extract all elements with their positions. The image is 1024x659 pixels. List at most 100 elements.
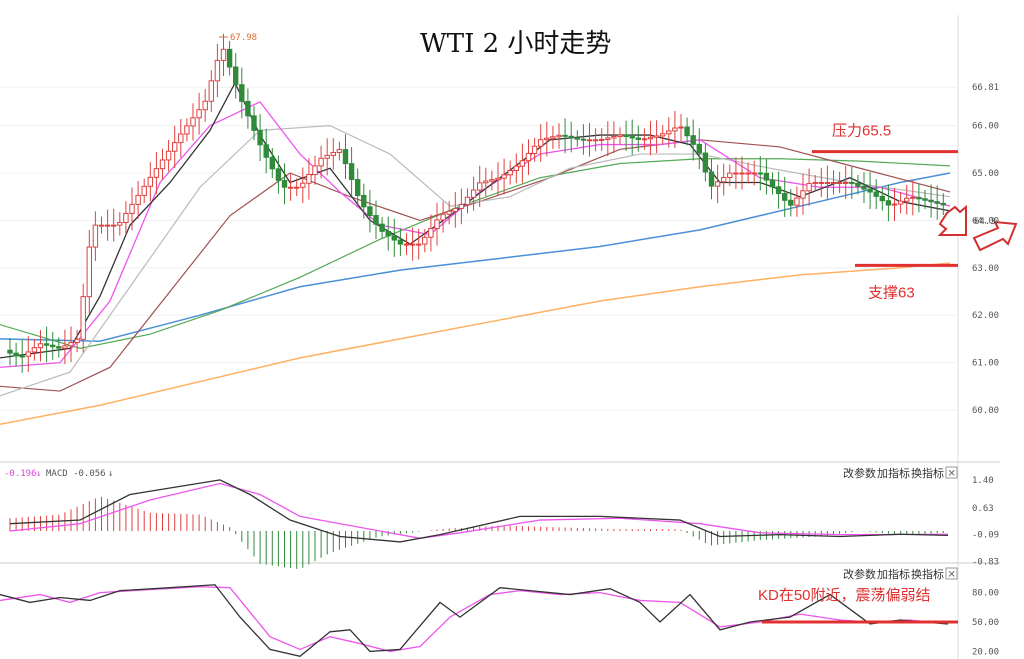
candle-body [355,179,361,196]
candle-body [464,196,471,206]
candle-body [111,224,117,227]
candle-body [477,182,483,191]
candle [31,338,38,361]
candle-body [916,196,922,200]
candle [233,53,239,99]
ma-blue-line [0,172,951,343]
candle [318,145,324,179]
candle [153,151,160,195]
candle-body [483,180,489,184]
macd-close-icon[interactable]: ✕ [948,469,956,480]
candle-body [757,172,763,175]
candle-body [531,145,538,154]
candle [74,329,80,353]
candle-body [263,144,269,158]
candle [141,178,147,204]
macd-switch-indicator-button[interactable]: 换指标 [911,466,944,480]
candle [684,117,690,146]
candle-body [178,133,184,144]
candle [409,227,416,261]
kd-close-box[interactable] [945,567,958,580]
candle-body [37,343,44,349]
candle-body [226,48,233,68]
candle-body [104,224,111,227]
candle [172,125,178,169]
price-tick-label: 65.00 [972,169,999,179]
candle [7,337,13,366]
resistance-label: 压力65.5 [832,123,891,140]
candle-body [897,200,904,205]
ma-brown-line [0,139,951,392]
candle [922,189,928,210]
kd-close-icon[interactable]: ✕ [948,570,956,581]
macd-change-params-button[interactable]: 改参数 [843,466,876,480]
candle [763,158,770,195]
macd-panel: -0.196 ↓ MACD -0.056 ↓ 1.40 0.63 -0.09 -0.8… [4,466,999,569]
candle [330,138,337,170]
kd-axis: 80.00 50.00 20.00 [972,589,999,658]
candle [342,134,349,179]
candle-body [775,186,782,195]
candle [208,70,215,112]
candle [165,139,172,172]
candle-body [159,159,166,170]
candle [434,202,440,246]
candle-body [721,176,727,183]
candle-body [68,342,74,347]
kd-switch-indicator-button[interactable]: 换指标 [911,567,944,581]
candle-body [330,151,337,156]
candle [867,172,873,210]
kd-change-params-button[interactable]: 改参数 [843,567,876,581]
candle-body [98,224,105,227]
candle-body [562,134,568,137]
candle-body [245,100,251,117]
macd-dif-value: -0.196 [4,469,37,479]
macd-dif-arrow: ↓ [36,469,41,479]
candle-body [123,212,129,223]
candle [611,121,617,154]
candle-body [714,181,721,187]
macd-add-indicator-button[interactable]: 加指标 [877,466,910,480]
candle-body [367,206,373,217]
candle-body [782,193,788,201]
macd-tick-label: -0.09 [972,530,999,540]
candle-body [550,136,556,139]
candle-body [904,197,910,202]
up-arrow-icon [972,220,1018,252]
candle-body [214,59,221,82]
candle-body [629,136,635,139]
candle [306,158,312,200]
candle-body [696,143,702,154]
candle-body [470,189,477,198]
candle-body [910,196,916,199]
candle-body [788,199,794,206]
macd-close-box[interactable] [945,466,958,479]
candle-body [525,152,532,162]
candle-body [507,169,513,176]
candle-body [538,139,544,147]
candle-body [653,135,660,138]
candle-body [141,185,147,196]
candle-body [635,137,641,140]
macd-arrow: ↓ [108,469,113,479]
candle [733,157,739,189]
candle-body [672,127,678,132]
candle-body [623,134,629,138]
candle [147,162,154,202]
candle [501,158,507,195]
kd-add-indicator-button[interactable]: 加指标 [877,567,910,581]
candle-body [574,137,580,140]
candle-body [281,179,288,188]
candle [385,216,391,251]
candle [714,164,721,204]
candle [86,230,92,314]
candle [80,283,86,353]
candle-body [843,181,849,184]
candle [452,192,459,228]
candle-body [385,230,391,237]
candle-body [769,179,776,188]
candle-body [605,137,611,140]
price-axis: 66.81 66.00 65.00 64.00 63.00 62.00 61.00 60.00 [972,83,999,416]
candle-body [306,174,312,184]
